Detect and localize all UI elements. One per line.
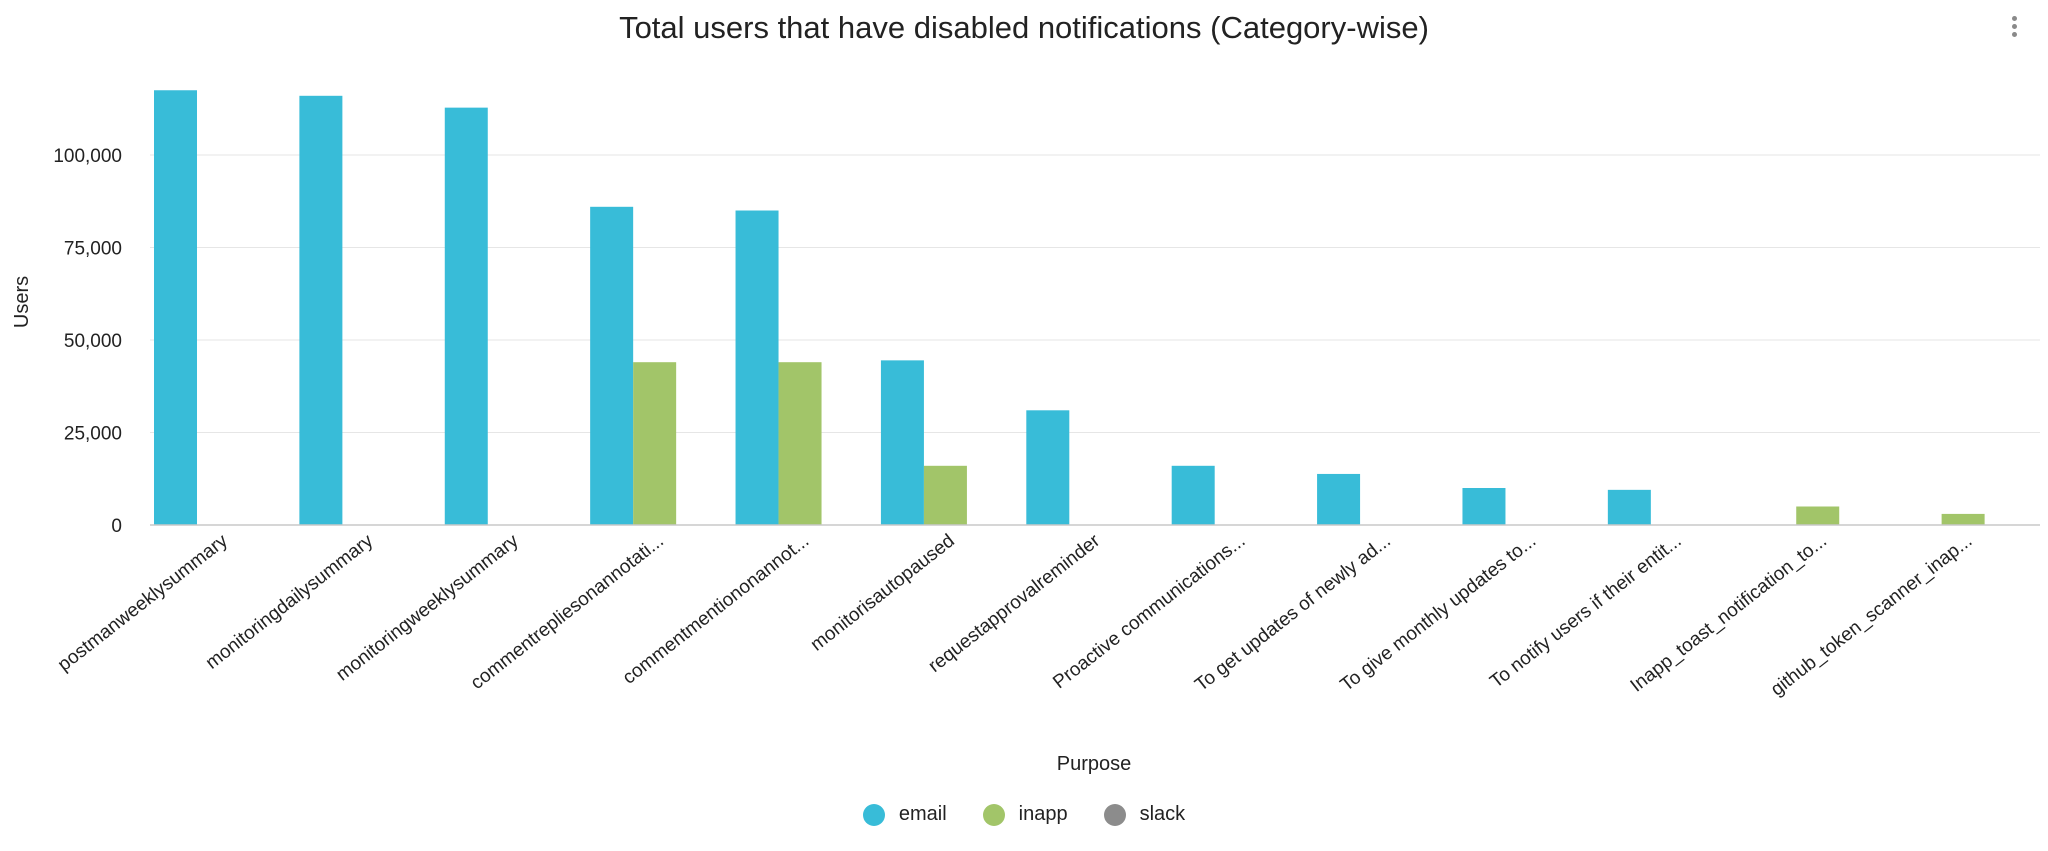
y-tick-label: 75,000	[64, 239, 122, 260]
x-tick-label: monitoringdailysummary	[202, 530, 378, 674]
y-tick-label: 100,000	[53, 146, 122, 167]
y-axis-title: Users	[11, 276, 33, 328]
bar-inapp[interactable]	[1941, 513, 1985, 525]
bar-inapp[interactable]	[633, 362, 677, 525]
bar-email[interactable]	[1607, 489, 1651, 525]
legend-item-email[interactable]: email	[862, 803, 947, 826]
gridlines	[150, 154, 2040, 433]
legend-label: email	[898, 803, 947, 825]
bar-email[interactable]	[735, 210, 779, 526]
bar-email[interactable]	[880, 360, 924, 525]
more-options-button[interactable]	[2003, 10, 2027, 40]
legend-label: slack	[1139, 803, 1186, 825]
legend-label: inapp	[1018, 803, 1068, 825]
chart-title: Total users that have disabled notificat…	[619, 10, 1429, 45]
y-tick-label: 25,000	[64, 424, 122, 445]
bar-inapp[interactable]	[778, 362, 822, 525]
legend-item-inapp[interactable]: inapp	[982, 803, 1068, 826]
legend-swatch	[1103, 803, 1126, 826]
bar-email[interactable]	[590, 206, 634, 526]
y-tick-label: 0	[111, 516, 122, 537]
more-vert-icon	[2012, 16, 2017, 21]
bar-email[interactable]	[1462, 488, 1506, 525]
bar-email[interactable]	[1026, 410, 1070, 525]
more-vert-icon	[2012, 32, 2017, 37]
x-tick-label: monitorisautopaused	[807, 530, 959, 655]
more-vert-icon	[2012, 24, 2017, 29]
x-axis-title: Purpose	[1057, 753, 1132, 775]
bar-email[interactable]	[1317, 473, 1361, 525]
bars	[154, 90, 1985, 526]
legend: email inapp slack	[0, 803, 2048, 826]
legend-item-slack[interactable]: slack	[1103, 803, 1186, 826]
bar-inapp[interactable]	[1796, 506, 1840, 526]
legend-swatch	[982, 803, 1005, 826]
bar-email[interactable]	[299, 95, 343, 526]
bar-email[interactable]	[154, 90, 197, 525]
bar-inapp[interactable]	[923, 465, 967, 525]
y-tick-label: 50,000	[64, 331, 122, 352]
legend-swatch	[862, 803, 885, 826]
bar-email[interactable]	[444, 107, 488, 525]
bar-email[interactable]	[1171, 465, 1215, 525]
